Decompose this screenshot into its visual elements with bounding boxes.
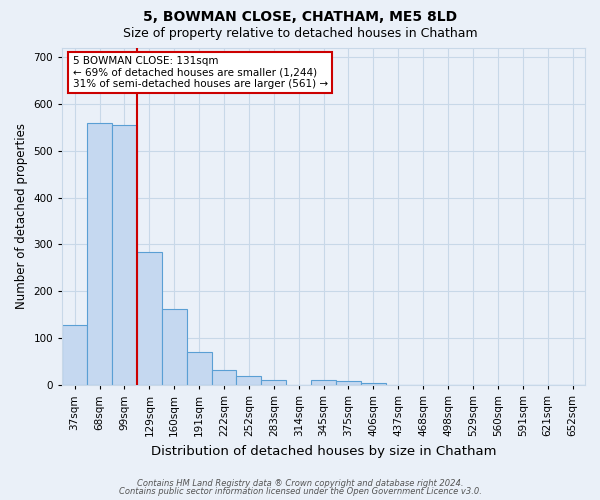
Bar	[62, 325, 87, 385]
Bar	[311, 380, 336, 385]
Bar	[137, 252, 162, 385]
Bar	[361, 383, 386, 385]
Bar	[212, 370, 236, 385]
Bar	[162, 308, 187, 385]
Bar	[112, 126, 137, 385]
Text: Size of property relative to detached houses in Chatham: Size of property relative to detached ho…	[122, 28, 478, 40]
Bar	[187, 352, 212, 385]
Text: 5 BOWMAN CLOSE: 131sqm
← 69% of detached houses are smaller (1,244)
31% of semi-: 5 BOWMAN CLOSE: 131sqm ← 69% of detached…	[73, 56, 328, 89]
Bar	[336, 382, 361, 385]
Text: 5, BOWMAN CLOSE, CHATHAM, ME5 8LD: 5, BOWMAN CLOSE, CHATHAM, ME5 8LD	[143, 10, 457, 24]
Bar	[262, 380, 286, 385]
Text: Contains HM Land Registry data ® Crown copyright and database right 2024.: Contains HM Land Registry data ® Crown c…	[137, 478, 463, 488]
X-axis label: Distribution of detached houses by size in Chatham: Distribution of detached houses by size …	[151, 444, 496, 458]
Bar	[236, 376, 262, 385]
Bar	[87, 124, 112, 385]
Text: Contains public sector information licensed under the Open Government Licence v3: Contains public sector information licen…	[119, 487, 481, 496]
Y-axis label: Number of detached properties: Number of detached properties	[15, 124, 28, 310]
